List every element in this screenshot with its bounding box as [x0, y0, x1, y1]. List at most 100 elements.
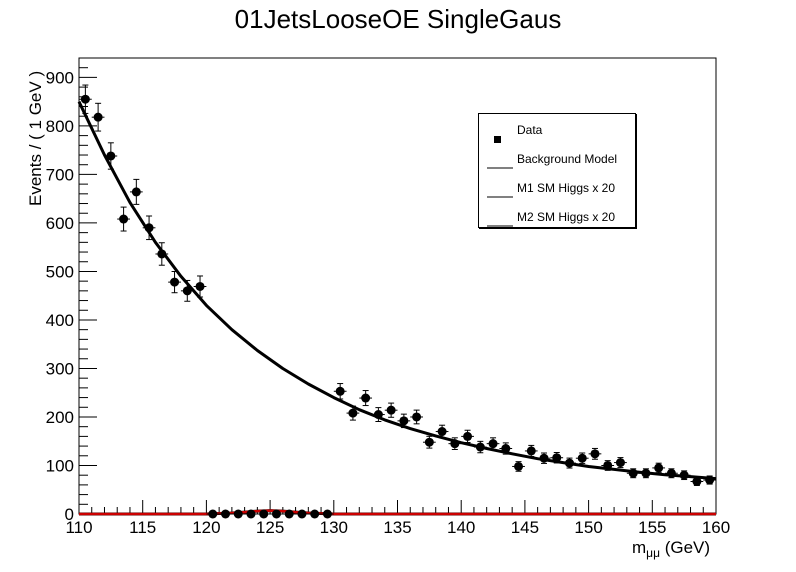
data-point [333, 383, 347, 400]
data-point [410, 409, 423, 425]
chart-title: 01JetsLooseOE SingleGaus [234, 4, 562, 34]
point-marker [182, 286, 192, 296]
point-marker [475, 442, 485, 452]
data-point [104, 142, 118, 170]
x-tick-label: 140 [447, 518, 475, 537]
data-point [321, 509, 334, 519]
point-marker [221, 509, 231, 519]
data-point [665, 468, 678, 479]
point-marker [501, 444, 511, 454]
data-point [142, 215, 156, 241]
line-marker-icon [487, 159, 513, 177]
line-marker-icon [487, 188, 513, 206]
data-point [91, 102, 105, 132]
point-marker [170, 277, 180, 287]
x-tick-label: 160 [702, 518, 730, 537]
point-marker [628, 468, 638, 478]
point-marker [284, 509, 294, 519]
point-marker [666, 468, 676, 478]
legend-item-background-model: Background Model [479, 150, 635, 170]
point-marker [246, 509, 256, 519]
data-point [270, 509, 283, 519]
x-tick-label: 155 [638, 518, 666, 537]
data-point [550, 452, 564, 464]
data-point [499, 442, 513, 455]
point-marker [692, 476, 702, 486]
x-axis-title: mμμ (GeV) [632, 538, 710, 560]
data-point [473, 440, 487, 454]
point-marker [679, 470, 689, 480]
legend-label-data: Data [517, 123, 543, 137]
data-point [614, 457, 627, 469]
data-point [168, 271, 181, 294]
point-marker [641, 468, 651, 478]
data-point [282, 509, 296, 519]
point-marker [539, 453, 549, 463]
x-tick-label: 120 [192, 518, 220, 537]
data-point [219, 509, 232, 519]
data-point [690, 476, 704, 486]
y-tick-label: 600 [46, 214, 74, 233]
data-point [461, 429, 474, 444]
legend-label-m2-higgs: M2 SM Higgs x 20 [517, 210, 616, 224]
data-point [422, 435, 436, 449]
data-point [372, 407, 385, 422]
point-marker [335, 386, 345, 396]
point-marker [195, 281, 205, 291]
x-axis-title-main: m [632, 538, 646, 557]
y-tick-label: 200 [46, 408, 74, 427]
point-marker [577, 453, 587, 463]
data-point [563, 457, 576, 469]
square-marker-icon [487, 130, 507, 148]
point-marker [514, 461, 524, 471]
data-point [537, 452, 551, 464]
point-marker [259, 509, 269, 519]
data-point [295, 509, 309, 519]
point-marker [488, 439, 498, 449]
data-point [257, 509, 271, 519]
point-marker [348, 408, 358, 418]
y-tick-label: 0 [65, 505, 74, 524]
point-marker [399, 416, 409, 426]
legend-item-data: Data [479, 121, 635, 143]
x-tick-label: 145 [511, 518, 539, 537]
data-point [231, 509, 245, 519]
data-point [384, 402, 398, 418]
data-point [193, 275, 207, 298]
legend-item-m1-higgs: M1 SM Higgs x 20 [479, 179, 635, 199]
data-point [244, 509, 258, 519]
point-marker [297, 509, 307, 519]
point-marker [450, 439, 460, 449]
x-tick-label: 135 [383, 518, 411, 537]
legend-label-background-model: Background Model [517, 152, 618, 166]
data-point [448, 437, 462, 451]
point-marker [654, 463, 664, 473]
point-marker [157, 249, 167, 259]
point-marker [361, 393, 371, 403]
data-point [486, 437, 500, 451]
point-marker [322, 509, 332, 519]
data-point [626, 468, 640, 479]
point-marker [552, 453, 562, 463]
y-tick-label: 500 [46, 262, 74, 281]
data-point [359, 390, 373, 407]
point-marker [603, 460, 613, 470]
point-marker [208, 509, 218, 519]
data-point [308, 509, 322, 519]
point-marker [93, 112, 103, 122]
point-marker [564, 458, 574, 468]
point-marker [615, 458, 625, 468]
data-point [588, 447, 602, 460]
data-points [79, 84, 716, 519]
x-tick-label: 130 [320, 518, 348, 537]
legend-item-m2-higgs: M2 SM Higgs x 20 [479, 208, 635, 228]
data-point [397, 413, 411, 429]
point-marker [463, 431, 473, 441]
data-point [601, 460, 615, 471]
data-point [575, 452, 589, 464]
y-tick-label: 300 [46, 359, 74, 378]
point-marker [373, 410, 383, 420]
point-marker [271, 509, 281, 519]
point-marker [412, 412, 422, 422]
